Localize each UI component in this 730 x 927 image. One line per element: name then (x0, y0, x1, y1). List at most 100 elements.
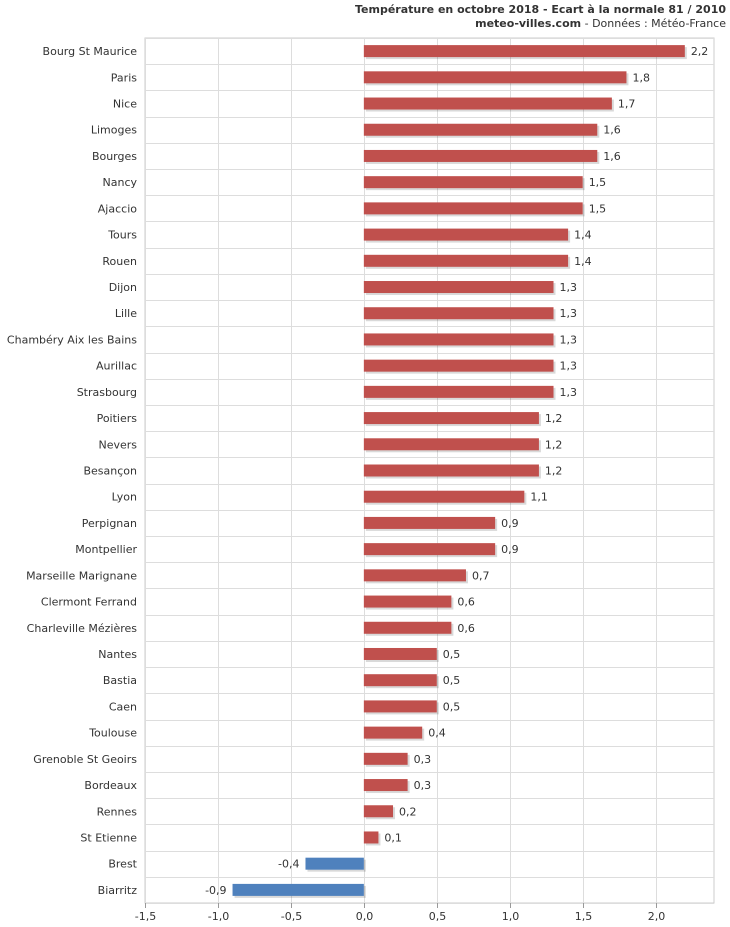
site-name: meteo-villes.com (475, 17, 582, 30)
bar (363, 149, 598, 162)
bar (363, 700, 437, 713)
bar (363, 647, 437, 660)
category-label: Besançon (83, 465, 137, 478)
bar (363, 359, 554, 372)
category-label: Brest (108, 858, 137, 871)
category-label: Nice (113, 98, 137, 111)
data-label: 0,6 (457, 622, 475, 635)
bar (363, 805, 394, 818)
category-label: Bordeaux (84, 779, 137, 792)
category-label: Lyon (112, 491, 137, 504)
bar (363, 490, 525, 503)
bar (363, 595, 452, 608)
data-label: 0,9 (501, 517, 518, 530)
bar (363, 674, 437, 687)
data-label: 1,3 (560, 281, 578, 294)
bar (363, 281, 554, 294)
bar (363, 779, 408, 792)
data-label: -0,9 (205, 884, 226, 897)
bar (363, 97, 612, 110)
bar (363, 543, 496, 556)
chart-header: Température en octobre 2018 - Ecart à la… (355, 2, 726, 31)
category-label: Clermont Ferrand (41, 596, 137, 609)
x-tick-label: 0,5 (429, 910, 447, 923)
data-label: 1,4 (574, 255, 592, 268)
x-tick-label: 0,0 (356, 910, 374, 923)
x-tick-label: 1,0 (502, 910, 520, 923)
data-label: 1,7 (618, 98, 636, 111)
bar (363, 254, 569, 267)
data-label: 1,2 (545, 412, 563, 425)
x-tick-label: 1,5 (575, 910, 593, 923)
bar (363, 307, 554, 320)
bar (363, 45, 685, 58)
category-label: Charleville Mézières (27, 622, 138, 635)
category-label: Paris (111, 71, 137, 84)
category-label: Rennes (97, 805, 138, 818)
category-label: Montpellier (75, 543, 137, 556)
bar (363, 71, 627, 84)
category-label: Bastia (103, 674, 137, 687)
category-label: Grenoble St Geoirs (33, 753, 137, 766)
data-label: 2,2 (691, 45, 709, 58)
category-label: Rouen (102, 255, 137, 268)
bar (363, 621, 452, 634)
data-label: 1,6 (603, 124, 621, 137)
category-label: Nancy (103, 176, 138, 189)
x-tick-label: -0,5 (281, 910, 302, 923)
category-label: Bourg St Maurice (43, 45, 138, 58)
data-label: 1,4 (574, 229, 592, 242)
category-label: Dijon (109, 281, 137, 294)
category-label: Biarritz (98, 884, 138, 897)
bar (305, 857, 364, 870)
data-source: - Données : Météo-France (581, 17, 726, 30)
data-label: 1,3 (560, 307, 578, 320)
category-label: Strasbourg (77, 386, 137, 399)
category-label: Poitiers (97, 412, 138, 425)
bar (363, 228, 569, 241)
data-label: 1,2 (545, 438, 563, 451)
data-label: 1,3 (560, 360, 578, 373)
x-tick-label: -1,0 (208, 910, 229, 923)
data-label: 0,5 (443, 674, 461, 687)
category-label: Aurillac (96, 360, 137, 373)
data-label: 0,5 (443, 700, 461, 713)
bar (363, 202, 583, 215)
x-tick-label: 2,0 (648, 910, 666, 923)
bar (363, 385, 554, 398)
data-label: 0,7 (472, 569, 490, 582)
data-label: 0,6 (457, 596, 475, 609)
category-label: Caen (109, 700, 137, 713)
data-label: 0,9 (501, 543, 518, 556)
category-label: Ajaccio (98, 202, 137, 215)
chart-subtitle: meteo-villes.com - Données : Météo-Franc… (355, 17, 726, 31)
data-label: 1,1 (530, 491, 548, 504)
bar (363, 412, 539, 425)
data-label: 0,2 (399, 805, 417, 818)
bar (363, 569, 466, 582)
data-label: 0,3 (414, 753, 432, 766)
x-tick-label: -1,5 (135, 910, 156, 923)
chart-title: Température en octobre 2018 - Ecart à la… (355, 3, 726, 16)
data-label: 1,3 (560, 333, 578, 346)
data-label: 1,5 (589, 202, 607, 215)
bar (363, 438, 539, 451)
category-label: St Etienne (80, 831, 137, 844)
data-label: 0,1 (384, 831, 402, 844)
data-label: 1,2 (545, 465, 563, 478)
data-label: -0,4 (278, 858, 299, 871)
category-label: Chambéry Aix les Bains (7, 333, 137, 346)
bar (232, 883, 364, 896)
data-label: 1,6 (603, 150, 621, 163)
bar (363, 516, 496, 529)
category-label: Tours (107, 229, 137, 242)
category-label: Lille (115, 307, 137, 320)
category-label: Limoges (91, 124, 137, 137)
data-label: 0,4 (428, 727, 446, 740)
data-label: 1,5 (589, 176, 607, 189)
bar (363, 123, 598, 136)
category-label: Perpignan (82, 517, 137, 530)
category-label: Nevers (98, 438, 137, 451)
